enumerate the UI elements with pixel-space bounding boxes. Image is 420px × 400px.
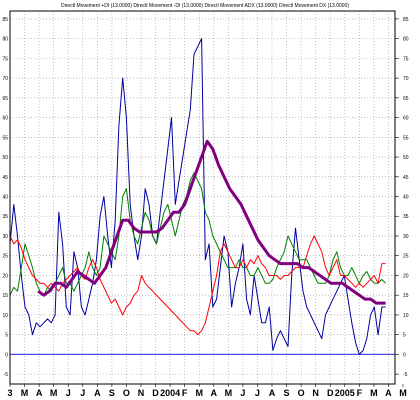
y-tick-label-left: 50 <box>2 155 8 161</box>
x-tick-label: D <box>152 388 159 398</box>
x-tick-label: S <box>284 388 290 398</box>
x-tick-label: O <box>298 388 305 398</box>
series-line-4 <box>37 139 386 305</box>
y-tick-label-right: 15 <box>403 293 409 299</box>
series-line-2 <box>9 172 386 296</box>
y-tick-label-right: 20 <box>403 273 409 279</box>
y-tick-label-left: 30 <box>2 234 8 240</box>
x-axis: 3 M A M J J A S O N D 2004 F M A M J J A S O N D 2005 F M A M <box>7 384 407 398</box>
x-tick-label: M <box>195 388 203 398</box>
y-axis-left: -5 0 5 10 15 20 25 30 35 40 45 50 55 60 65 70 75 80 85 <box>2 17 8 378</box>
x-tick-label: A <box>211 388 218 398</box>
y-tick-label-right: 5 <box>403 333 406 339</box>
x-tick-label: S <box>109 388 115 398</box>
y-tick-label-left: 55 <box>2 135 8 141</box>
x-tick-label: N <box>312 388 319 398</box>
y-tick-label-right: 35 <box>403 214 409 220</box>
y-tick-label-right: -5 <box>403 372 408 378</box>
y-tick-label-left: 80 <box>2 37 8 43</box>
x-tick-label: F <box>182 388 188 398</box>
x-tick-label: A <box>385 388 392 398</box>
x-tick-label: M <box>370 388 378 398</box>
x-tick-label: J <box>240 388 245 398</box>
y-tick-label-right: 70 <box>403 76 409 82</box>
y-tick-label-right: 60 <box>403 116 409 122</box>
y-tick-label-left: 10 <box>2 313 8 319</box>
y-tick-label-right: 85 <box>403 17 409 23</box>
y-tick-label-right: 75 <box>403 56 409 62</box>
y-tick-label-right: 50 <box>403 155 409 161</box>
y-tick-label-left: 25 <box>2 254 8 260</box>
y-tick-label-left: 5 <box>5 333 8 339</box>
y-tick-label-left: 75 <box>2 56 8 62</box>
y-tick-label-right: 30 <box>403 234 409 240</box>
chart-title: Directl Movement +DI (13.0000) Directl M… <box>61 3 349 9</box>
x-tick-label: M <box>399 388 407 398</box>
x-tick-label: J <box>80 388 85 398</box>
y-tick-label-left: 70 <box>2 76 8 82</box>
y-tick-label-left: 85 <box>2 17 8 23</box>
x-tick-label: N <box>138 388 145 398</box>
y-tick-label-right: 55 <box>403 135 409 141</box>
y-tick-label-right: 65 <box>403 96 409 102</box>
y-tick-label-left: 35 <box>2 214 8 220</box>
plot-frame <box>9 10 396 385</box>
x-tick-label: O <box>123 388 130 398</box>
x-tick-label: J <box>255 388 260 398</box>
x-tick-label: 2004 <box>160 388 180 398</box>
y-tick-label-left: 0 <box>5 352 8 358</box>
y-tick-label-left: 45 <box>2 175 8 181</box>
y-tick-label-right: 40 <box>403 195 409 201</box>
x-tick-label: J <box>66 388 71 398</box>
y-tick-label-right: 25 <box>403 254 409 260</box>
y-tick-label-left: -5 <box>4 372 9 378</box>
y-tick-label-right: 45 <box>403 175 409 181</box>
y-tick-label-left: 15 <box>2 293 8 299</box>
y-tick-label-left: 65 <box>2 96 8 102</box>
y-tick-label-right: 80 <box>403 37 409 43</box>
x-tick-label: D <box>327 388 334 398</box>
x-tick-label: M <box>225 388 233 398</box>
series-line-3 <box>9 235 386 336</box>
y-tick-label-left: 40 <box>2 195 8 201</box>
x-tick-label: 3 <box>7 388 12 398</box>
x-tick-label: M <box>21 388 29 398</box>
x-tick-label: A <box>269 388 276 398</box>
series-group <box>9 38 386 355</box>
y-tick-label-left: 20 <box>2 273 8 279</box>
x-tick-label: A <box>36 388 43 398</box>
y-axis-right: -5 0 5 10 15 20 25 30 35 40 45 50 55 60 65 70 75 80 85 <box>395 17 409 378</box>
y-tick-label-right: 10 <box>403 313 409 319</box>
x-tick-label: 2005 <box>335 388 355 398</box>
y-tick-label-left: 60 <box>2 116 8 122</box>
x-tick-label: A <box>94 388 101 398</box>
y-tick-label-right: 0 <box>403 352 406 358</box>
x-tick-label: F <box>357 388 363 398</box>
x-tick-label: M <box>50 388 58 398</box>
